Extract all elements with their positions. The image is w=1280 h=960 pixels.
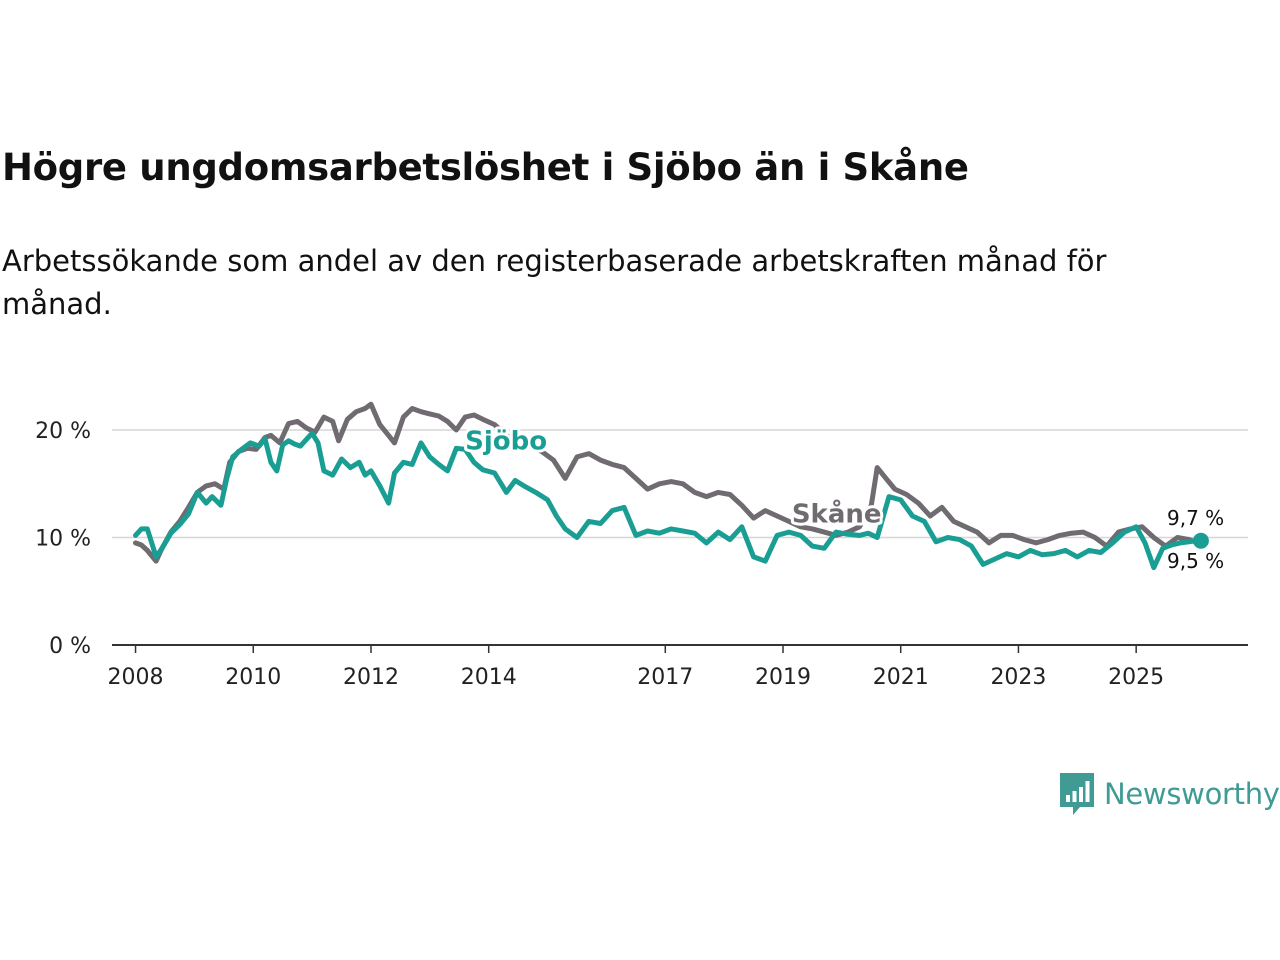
x-tick-label: 2019 — [755, 665, 811, 690]
x-tick-label: 2014 — [461, 665, 517, 690]
chart-title: Högre ungdomsarbetslöshet i Sjöbo än i S… — [2, 146, 969, 189]
x-tick-label: 2017 — [637, 665, 693, 690]
y-tick-label: 0 % — [49, 634, 91, 659]
x-tick-label: 2025 — [1108, 665, 1164, 690]
sjobo-end-point — [1192, 532, 1209, 549]
y-tick-label: 20 % — [35, 419, 91, 444]
series-line-skane — [133, 401, 1204, 564]
end-label-skane: 9,5 % — [1167, 549, 1224, 573]
series-label-skane: Skåne — [792, 497, 882, 529]
x-tick-label: 2021 — [873, 665, 929, 690]
x-tick-label: 2012 — [343, 665, 399, 690]
newsworthy-icon — [1060, 773, 1094, 815]
series-label-sjobo: Sjöbo — [465, 426, 547, 456]
y-tick-label: 10 % — [35, 527, 91, 552]
newsworthy-wordmark: Newsworthy — [1104, 777, 1280, 811]
x-tick-label: 2008 — [108, 665, 164, 690]
x-tick-label: 2023 — [990, 665, 1046, 690]
chart-subtitle: Arbetssökande som andel av den registerb… — [2, 244, 1107, 321]
x-tick-label: 2010 — [225, 665, 281, 690]
end-label-sjobo: 9,7 % — [1167, 506, 1224, 530]
series-line-sjobo — [133, 430, 1204, 571]
newsworthy-logo: Newsworthy — [1058, 771, 1280, 817]
